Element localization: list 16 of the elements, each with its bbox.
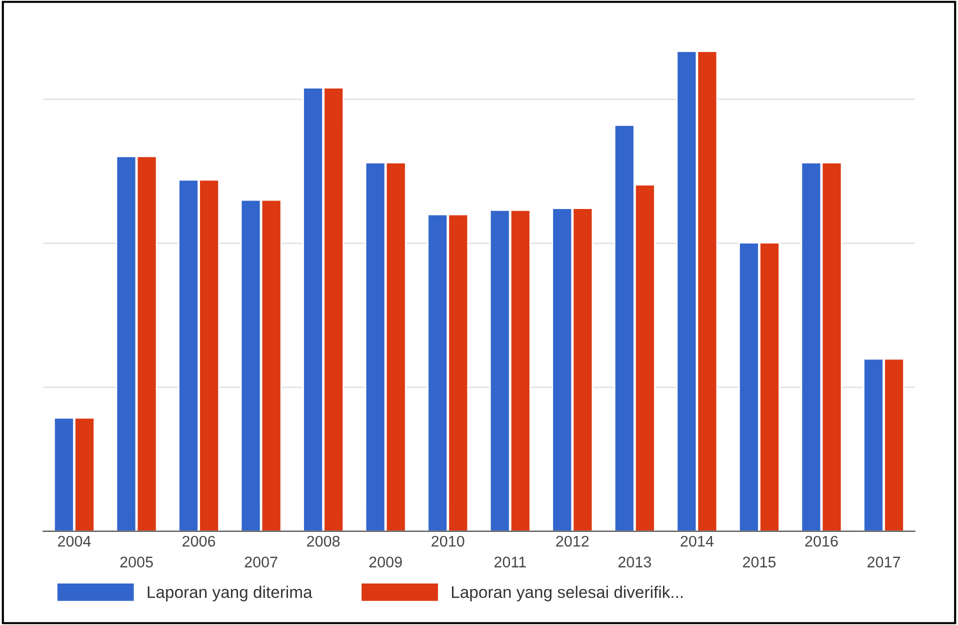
x-tick-label: 2015: [742, 556, 776, 568]
x-tick-label: 2010: [432, 536, 464, 547]
x-tick-label: 2016: [805, 536, 838, 547]
x-tick-label: 2008: [307, 536, 340, 547]
x-tick-label: 2006: [182, 536, 216, 547]
legend-label: Laporan yang selesai diverifik...: [452, 586, 683, 602]
x-tick-label: 2005: [120, 556, 153, 568]
x-tick-label: 2007: [244, 556, 278, 568]
legend-label: Laporan yang diterima: [148, 586, 312, 602]
x-tick-label: 2011: [494, 556, 526, 568]
x-tick-label: 2004: [58, 536, 91, 547]
x-tick-label: 2009: [369, 556, 402, 568]
x-tick-label: 2013: [618, 556, 651, 568]
x-tick-label: 2012: [556, 536, 589, 547]
x-tick-label: 2017: [868, 556, 900, 568]
x-tick-label: 2014: [680, 536, 714, 547]
